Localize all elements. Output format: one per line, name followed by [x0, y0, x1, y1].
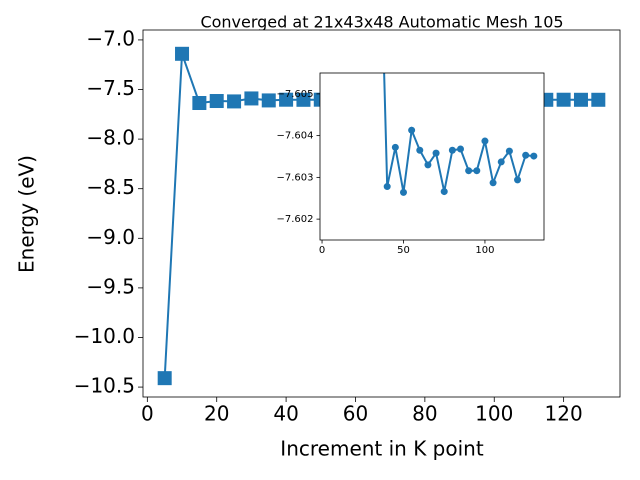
x-tick-label: 100: [475, 402, 513, 426]
x-tick-label: 50: [397, 245, 410, 256]
marker: [556, 92, 571, 107]
marker: [175, 46, 190, 61]
x-axis-label: Increment in K point: [280, 437, 484, 461]
series-group: [383, 73, 538, 196]
y-tick-label: −7.602: [276, 214, 313, 225]
marker: [383, 183, 391, 191]
axes-frame: [142, 29, 621, 398]
y-tick-label: −7.0: [86, 26, 135, 50]
y-tick-label: −9.0: [86, 225, 135, 249]
marker: [192, 96, 207, 111]
marker: [530, 152, 538, 160]
marker: [424, 161, 432, 169]
x-tick-label: 100: [475, 245, 494, 256]
marker: [432, 149, 440, 157]
marker: [157, 371, 172, 386]
x-tick-label: 80: [412, 402, 437, 426]
marker: [279, 92, 294, 107]
x-tick-label: 60: [343, 402, 368, 426]
y-tick-label: −8.0: [86, 126, 135, 150]
marker: [457, 145, 465, 153]
y-tick-label: −10.5: [74, 374, 135, 398]
marker: [505, 147, 513, 155]
marker: [448, 146, 456, 154]
marker: [465, 167, 473, 175]
marker: [399, 188, 407, 196]
y-tick-label: −8.5: [86, 175, 135, 199]
marker: [408, 126, 416, 134]
marker: [296, 92, 311, 107]
marker: [497, 158, 505, 166]
y-tick-label: −9.5: [86, 274, 135, 298]
marker: [591, 92, 606, 107]
marker: [416, 146, 424, 154]
marker: [514, 176, 522, 184]
marker: [244, 91, 259, 106]
marker: [481, 137, 489, 145]
marker: [440, 188, 448, 196]
plot-area: [320, 73, 544, 240]
marker: [473, 167, 481, 175]
marker: [573, 92, 588, 107]
axes-frame: [319, 72, 545, 241]
chart-title: Converged at 21x43x48 Automatic Mesh 105: [200, 13, 563, 32]
y-tick-label: −7.603: [276, 172, 313, 183]
x-tick-label: 20: [204, 402, 229, 426]
x-tick-label: 120: [545, 402, 583, 426]
y-tick-label: −7.605: [276, 89, 313, 100]
y-axis-label: Energy (eV): [15, 155, 39, 273]
x-tick-label: 0: [319, 245, 325, 256]
x-tick-label: 0: [141, 402, 154, 426]
marker: [209, 94, 224, 109]
marker: [227, 94, 242, 109]
y-tick-label: −7.5: [86, 76, 135, 100]
marker: [522, 151, 530, 159]
y-tick-label: −7.604: [276, 131, 313, 142]
y-tick-label: −10.0: [74, 324, 135, 348]
marker: [391, 143, 399, 151]
marker: [489, 179, 497, 187]
x-tick-label: 40: [273, 402, 298, 426]
marker: [261, 93, 276, 108]
